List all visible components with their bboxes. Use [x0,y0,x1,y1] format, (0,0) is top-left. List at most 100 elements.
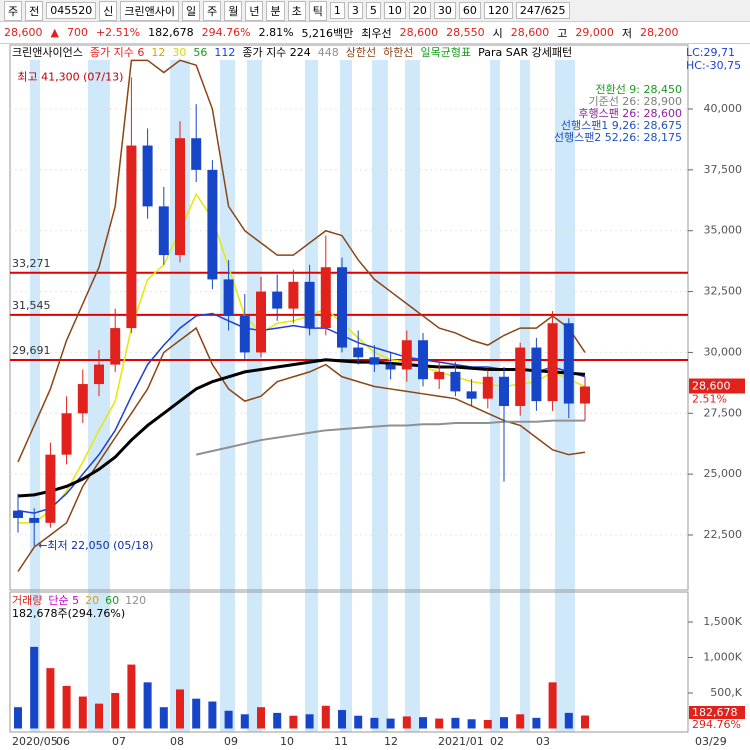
legend-item: 단순 5 [48,594,79,607]
quote-item: ▲ [50,26,59,39]
toolbar-item[interactable]: 주 [4,0,23,21]
volume-bar [192,698,201,729]
toolbar-item[interactable]: 120 [483,2,513,19]
candle-body [369,357,380,365]
volume-bar [95,703,103,729]
toolbar-item[interactable]: 30 [433,2,456,19]
legend-item: 일목균형표 [421,45,472,59]
toolbar-item[interactable]: 일 [181,0,201,21]
toolbar-item[interactable]: 3 [347,2,363,19]
candle-body [191,138,202,170]
candle-body [223,279,234,316]
candle-body [320,267,331,329]
candle-body [531,347,542,402]
indicator-line [17,326,586,572]
candle-body [61,413,72,455]
volume-bar [111,692,120,729]
volume-bar [402,716,411,729]
legend-item: 56 [193,46,207,59]
last-price-box [689,378,745,394]
hc-label: HC:-30,75 [686,59,741,72]
toolbar-item[interactable]: 주 [203,0,222,21]
candle-body [126,145,137,329]
candle-body [401,340,412,370]
candle-body [337,267,347,348]
price-line-label: 29,691 [12,344,51,357]
volume-bar [46,668,55,729]
volume-bar [305,714,314,729]
volume-summary: 182,678주(294.76%) [12,607,125,620]
toolbar-item[interactable]: 초 [287,0,306,21]
volume-bar [78,696,87,729]
candle-body [239,315,250,353]
max-note: 최고 41,300 (07/13) [17,70,123,83]
y-tick-label: 40,000 [704,102,743,115]
y-tick-label: 27,500 [704,406,743,419]
x-tick-label: 12 [384,735,398,748]
candle-body [499,376,509,406]
toolbar-item[interactable]: 틱 [308,0,327,21]
quote-item: 28,600 [399,26,439,39]
volume-bar [159,707,168,729]
toolbar-item[interactable]: 크린앤사이 [120,0,179,21]
legend-item: 거래량 [12,594,42,607]
ichimoku-label: 기준선 26: 28,900 [588,95,682,108]
toolbar-item[interactable]: 247/625 [515,2,570,19]
y-tick-label: 25,000 [704,467,743,480]
x-tick-label: 2020/05 [12,735,58,748]
candle-body [110,328,121,365]
candle-body [482,376,493,399]
candle-body [450,371,461,392]
legend-item: 448 [318,46,339,59]
volume-bar [581,715,589,729]
y-tick-label: 35,000 [704,224,743,237]
candle-body [434,371,445,380]
x-tick-label: 09 [224,735,238,748]
last-volume-box [689,706,745,719]
volume-bar [435,718,444,729]
candle-body [515,347,526,406]
toolbar-item[interactable]: 60 [458,2,481,19]
legend-item: 12 [151,46,165,59]
legend-item: 종가 지수 6 [90,46,144,59]
toolbar-item[interactable]: 20 [408,2,431,19]
legend-item: 상한선 [346,46,376,59]
toolbar-item[interactable]: 분 [266,0,285,21]
toolbar-item[interactable]: 5 [365,2,381,19]
y-tick-label: 30,000 [704,345,743,358]
x-tick-label: 03 [536,735,550,748]
toolbar-item[interactable]: 신 [99,0,118,21]
candle-body [142,145,153,207]
volume-bar [14,707,22,729]
ichimoku-label: 선행스팬1 9,26: 28,675 [561,119,682,132]
volume-bar [257,707,265,729]
y-tick-label: 1,500K [703,615,742,628]
x-tick-label: 03/29 [695,735,727,748]
last-change: 2.51% [692,393,727,406]
candle-body [385,364,396,370]
y-tick-label: 32,500 [704,285,743,298]
legend-item: 112 [214,46,235,59]
volume-bar [483,719,492,729]
volume-bar [419,717,427,729]
candle-body [256,291,266,353]
toolbar-item[interactable]: 년 [245,0,264,21]
toolbar-item[interactable]: 전 [25,0,44,21]
candle-body [77,384,88,414]
quote-item: 28,550 [446,26,485,39]
quote-item: 시 [492,26,503,40]
volume-frame [9,591,689,733]
toolbar-item[interactable]: 월 [224,0,243,21]
volume-bar [289,715,298,729]
candle-body [466,391,477,399]
candle-body [45,454,56,523]
candle-body [418,340,428,380]
legend-item: 종가 지수 224 [242,46,310,59]
quote-item: 28,600 [510,26,550,39]
toolbar-item[interactable]: 045520 [46,2,97,19]
toolbar-item[interactable]: 10 [383,2,406,19]
y-tick-label: 500,K [710,686,742,699]
toolbar-item[interactable]: 1 [329,2,345,19]
